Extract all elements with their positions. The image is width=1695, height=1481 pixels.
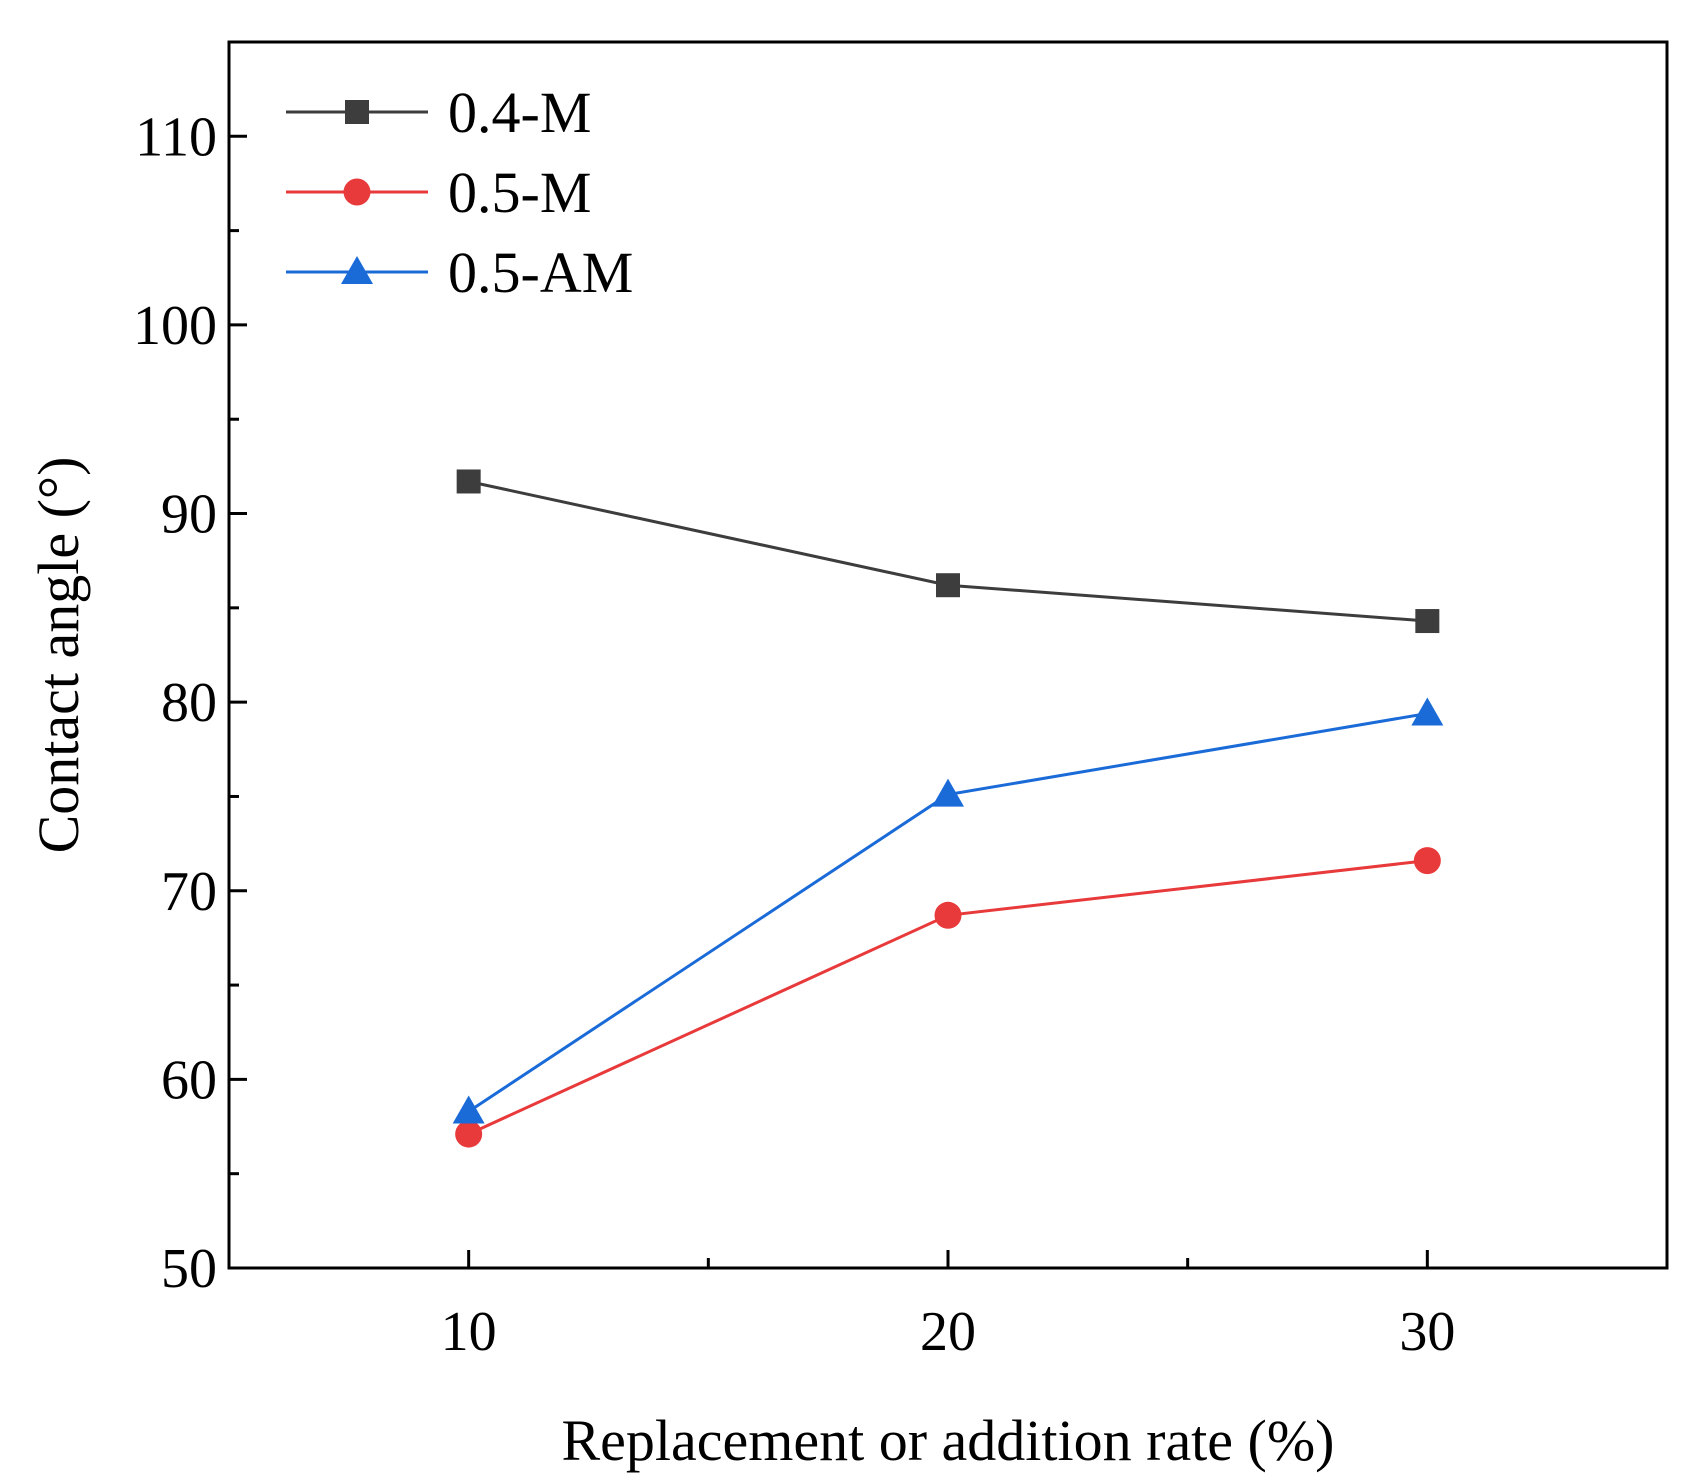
legend-label: 0.5-M [448, 160, 591, 225]
legend-marker-0.5-AM [341, 256, 373, 284]
data-point-0.4-M [936, 573, 960, 598]
series-0.5-AM [452, 697, 1444, 1124]
series-line-0.5-M [468, 859, 1428, 1136]
data-point-0.4-M [456, 469, 481, 494]
data-point-0.5-M [1413, 847, 1441, 875]
y-tick-label: 50 [161, 1238, 217, 1300]
legend-marker-0.4-M [345, 100, 369, 124]
x-tick-label: 20 [920, 1301, 976, 1363]
x-axis-title: Replacement or addition rate (%) [561, 1408, 1334, 1473]
y-tick-label: 100 [133, 295, 217, 357]
y-tick-label: 60 [161, 1049, 217, 1111]
y-tick-label: 80 [161, 672, 217, 734]
x-tick-label: 10 [441, 1301, 497, 1363]
x-tick-label: 30 [1399, 1301, 1455, 1363]
y-tick-label: 70 [161, 861, 217, 923]
legend-label: 0.4-M [448, 80, 591, 145]
legend: 0.4-M 0.5-M 0.5-AM [286, 80, 633, 305]
axis-ticks: 50 60 70 80 90 100 110 10 20 30 [133, 106, 1455, 1363]
legend-marker-0.5-M [343, 178, 371, 206]
series-0.4-M [456, 469, 1440, 634]
data-point-0.5-M [934, 901, 962, 929]
y-tick-label: 90 [161, 484, 217, 546]
legend-entry-0.4-M: 0.4-M [286, 80, 591, 145]
data-series [452, 469, 1444, 1148]
data-point-0.5-M [455, 1120, 483, 1148]
data-point-0.4-M [1415, 609, 1440, 634]
y-tick-label: 110 [135, 106, 217, 168]
legend-entry-0.5-AM: 0.5-AM [286, 240, 633, 305]
series-0.5-M [455, 847, 1441, 1148]
data-point-0.5-AM [452, 1095, 485, 1124]
data-point-0.5-AM [1411, 697, 1444, 726]
legend-label: 0.5-AM [448, 240, 633, 305]
y-axis-title: Contact angle (°) [26, 457, 91, 854]
series-line-0.4-M [468, 480, 1428, 623]
plot-frame [227, 40, 1669, 1270]
data-point-0.5-AM [932, 778, 964, 807]
legend-entry-0.5-M: 0.5-M [286, 160, 591, 225]
